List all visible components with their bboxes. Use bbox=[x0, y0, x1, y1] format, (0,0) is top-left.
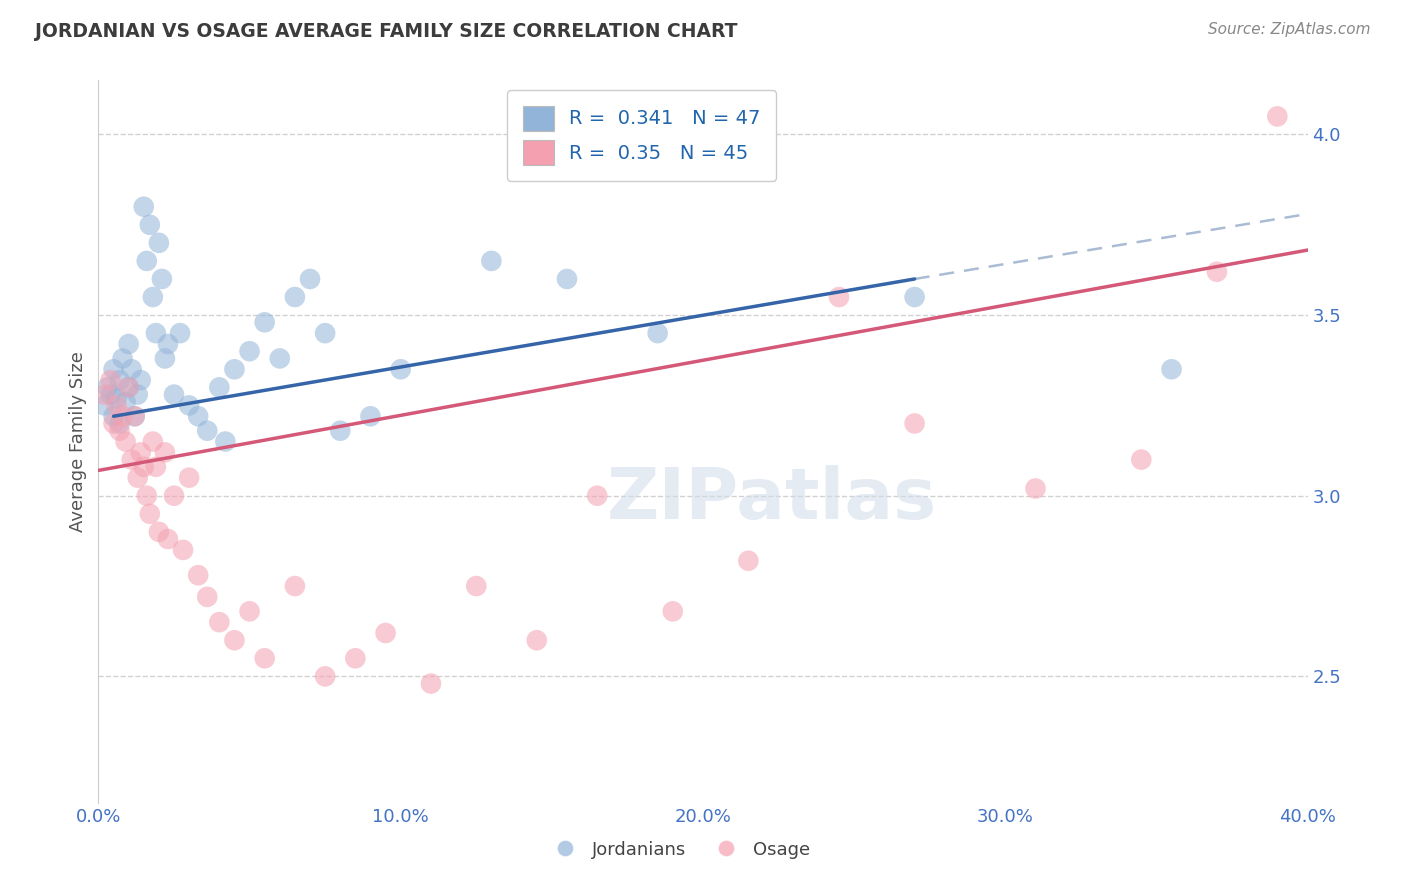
Point bbox=[208, 380, 231, 394]
Text: ZIPatlas: ZIPatlas bbox=[606, 465, 936, 533]
Point bbox=[108, 424, 131, 438]
Point bbox=[239, 604, 262, 618]
Point bbox=[187, 409, 209, 424]
Point bbox=[108, 373, 131, 387]
Point bbox=[103, 409, 125, 424]
Point bbox=[374, 626, 396, 640]
Point bbox=[96, 380, 118, 394]
Point bbox=[105, 391, 128, 405]
Point bbox=[179, 471, 201, 485]
Point bbox=[156, 337, 179, 351]
Point bbox=[139, 218, 162, 232]
Point bbox=[129, 373, 152, 387]
Point bbox=[661, 604, 683, 618]
Point bbox=[135, 254, 157, 268]
Point bbox=[224, 362, 246, 376]
Point bbox=[1160, 362, 1182, 376]
Point bbox=[239, 344, 262, 359]
Point bbox=[195, 590, 218, 604]
Point bbox=[142, 434, 165, 449]
Point bbox=[153, 445, 176, 459]
Point bbox=[135, 489, 157, 503]
Point bbox=[1024, 482, 1046, 496]
Point bbox=[299, 272, 322, 286]
Point bbox=[389, 362, 412, 376]
Point bbox=[100, 373, 122, 387]
Point bbox=[163, 387, 186, 401]
Point bbox=[100, 387, 122, 401]
Point bbox=[904, 417, 927, 431]
Text: JORDANIAN VS OSAGE AVERAGE FAMILY SIZE CORRELATION CHART: JORDANIAN VS OSAGE AVERAGE FAMILY SIZE C… bbox=[35, 22, 738, 41]
Point bbox=[118, 380, 141, 394]
Point bbox=[148, 524, 170, 539]
Text: Source: ZipAtlas.com: Source: ZipAtlas.com bbox=[1208, 22, 1371, 37]
Point bbox=[1267, 110, 1289, 124]
Point bbox=[360, 409, 382, 424]
Point bbox=[114, 434, 136, 449]
Point bbox=[111, 409, 134, 424]
Point bbox=[127, 387, 149, 401]
Point bbox=[314, 669, 336, 683]
Point bbox=[481, 254, 503, 268]
Point bbox=[118, 380, 141, 394]
Point bbox=[214, 434, 236, 449]
Point bbox=[269, 351, 291, 366]
Point bbox=[103, 362, 125, 376]
Point bbox=[169, 326, 191, 341]
Point bbox=[344, 651, 367, 665]
Point bbox=[555, 272, 578, 286]
Point bbox=[105, 398, 128, 412]
Point bbox=[828, 290, 851, 304]
Point bbox=[420, 676, 443, 690]
Point bbox=[172, 543, 194, 558]
Point bbox=[647, 326, 669, 341]
Point bbox=[526, 633, 548, 648]
Point bbox=[148, 235, 170, 250]
Point bbox=[145, 459, 167, 474]
Point bbox=[253, 651, 276, 665]
Point bbox=[118, 337, 141, 351]
Point bbox=[153, 351, 176, 366]
Point bbox=[132, 459, 155, 474]
Point bbox=[145, 326, 167, 341]
Point bbox=[142, 290, 165, 304]
Point bbox=[124, 409, 146, 424]
Point bbox=[93, 398, 115, 412]
Point bbox=[121, 452, 143, 467]
Point bbox=[103, 417, 125, 431]
Point bbox=[314, 326, 336, 341]
Point bbox=[1130, 452, 1153, 467]
Point bbox=[139, 507, 162, 521]
Point bbox=[124, 409, 146, 424]
Point bbox=[93, 387, 115, 401]
Point bbox=[195, 424, 218, 438]
Point bbox=[179, 398, 201, 412]
Point bbox=[111, 351, 134, 366]
Point bbox=[129, 445, 152, 459]
Point bbox=[187, 568, 209, 582]
Point bbox=[586, 489, 609, 503]
Point bbox=[329, 424, 352, 438]
Point bbox=[163, 489, 186, 503]
Point bbox=[465, 579, 488, 593]
Y-axis label: Average Family Size: Average Family Size bbox=[69, 351, 87, 532]
Point bbox=[108, 417, 131, 431]
Point bbox=[1206, 265, 1229, 279]
Point bbox=[253, 315, 276, 329]
Point bbox=[121, 362, 143, 376]
Point bbox=[150, 272, 173, 286]
Point bbox=[156, 532, 179, 546]
Point bbox=[132, 200, 155, 214]
Point bbox=[737, 554, 759, 568]
Point bbox=[127, 471, 149, 485]
Legend: Jordanians, Osage: Jordanians, Osage bbox=[540, 834, 818, 866]
Point bbox=[284, 290, 307, 304]
Point bbox=[904, 290, 927, 304]
Point bbox=[284, 579, 307, 593]
Point bbox=[208, 615, 231, 630]
Point bbox=[224, 633, 246, 648]
Point bbox=[114, 394, 136, 409]
